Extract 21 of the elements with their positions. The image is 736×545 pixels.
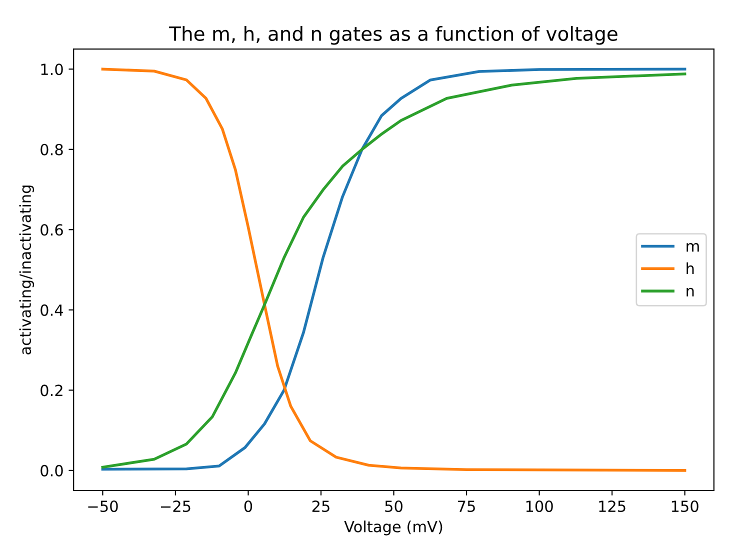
y-tick-label: 0.4 [40, 304, 64, 316]
y-tick-label: 0.8 [40, 144, 63, 156]
x-tick-label: 150 [672, 500, 698, 512]
x-tick-label: −50 [88, 500, 118, 512]
legend-label: h [686, 262, 694, 274]
y-tick-label: 0.0 [40, 464, 63, 476]
x-tick-label: 75 [458, 500, 475, 512]
legend-label: n [686, 288, 694, 296]
y-tick-label: 1.0 [41, 64, 63, 76]
y-axis-title: activating/inactivating [19, 186, 34, 354]
x-axis-title: Voltage (mV) [344, 520, 442, 536]
x-tick-label: 125 [599, 500, 626, 512]
legend-label: m [686, 243, 699, 252]
y-tick-label: 0.6 [40, 224, 63, 236]
x-tick-label: 0 [244, 500, 252, 512]
chart-title: The m, h, and n gates as a function of voltage [169, 26, 618, 45]
x-tick-label: −25 [160, 500, 190, 512]
x-tick-label: 25 [312, 500, 330, 512]
y-tick-label: 0.2 [40, 384, 62, 396]
x-tick-label: 100 [526, 500, 553, 512]
x-tick-label: 50 [385, 500, 402, 512]
